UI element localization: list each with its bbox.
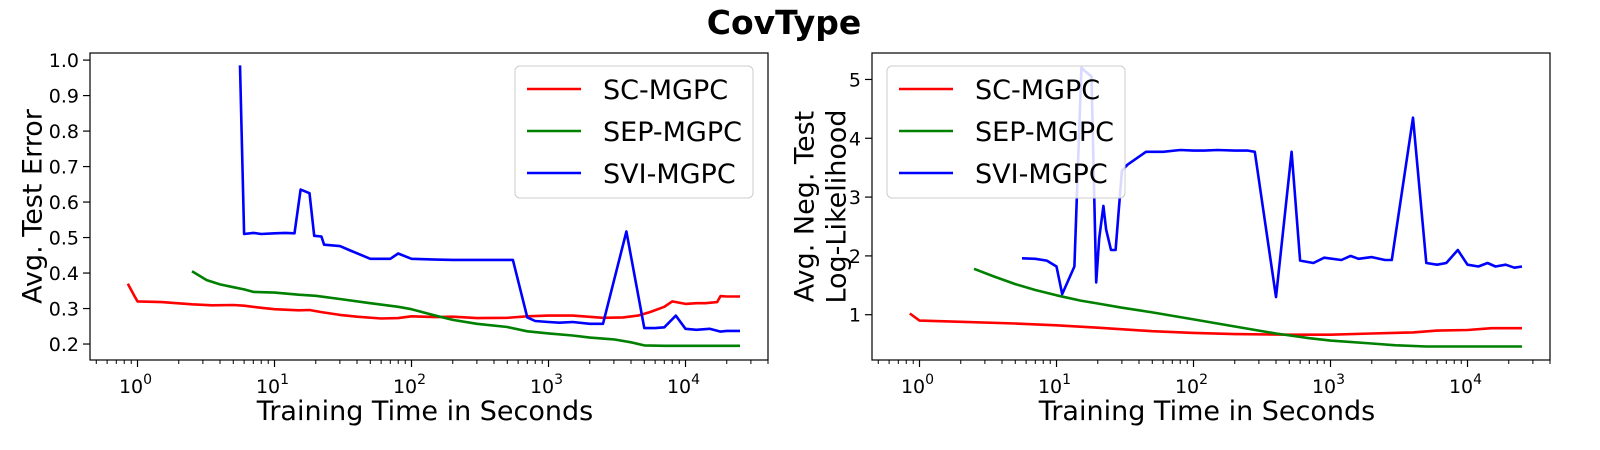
y-tick-label: 1.0 — [49, 50, 79, 72]
y-tick-label: 5 — [849, 69, 861, 91]
series-line-sep-mgpc — [191, 270, 740, 348]
legend-box — [514, 65, 754, 199]
y-axis-label: Log-Likelihood — [822, 109, 853, 303]
x-tick-label: 104 — [1449, 372, 1482, 398]
y-tick-label: 0.5 — [49, 228, 79, 250]
y-tick-label: 0.2 — [49, 334, 79, 356]
x-tick-label: 101 — [256, 372, 289, 398]
legend-label: SVI-MGPC — [975, 159, 1108, 190]
right-chart-panel: 100 101 102 103 104 1 2 3 4 5 Training Time in Sec… — [790, 52, 1551, 427]
y-tick-label: 4 — [849, 128, 861, 150]
plot-frame — [871, 52, 1551, 361]
legend-label: SC-MGPC — [603, 75, 728, 106]
y-tick-label: 0.4 — [49, 263, 79, 285]
x-tick-label: 103 — [530, 372, 563, 398]
legend: SC-MGPC SEP-MGPC SVI-MGPC — [886, 65, 1126, 199]
legend-label: SC-MGPC — [975, 75, 1100, 106]
figure-title: CovType — [707, 3, 862, 42]
y-tick-label: 3 — [849, 187, 861, 209]
series-line-sc-mgpc — [909, 312, 1522, 337]
y-tick-label: 0.8 — [49, 121, 79, 143]
y-tick-label: 1 — [849, 305, 861, 327]
y-axis-label: Avg. Test Error — [18, 108, 49, 304]
x-tick-label: 100 — [119, 372, 152, 398]
y-axis-label: Avg. Neg. Test — [790, 111, 821, 302]
legend-label: SVI-MGPC — [603, 159, 736, 190]
legend-label: SEP-MGPC — [603, 117, 742, 148]
y-tick-label: 0.6 — [49, 192, 79, 214]
x-tick-label: 102 — [393, 372, 426, 398]
legend-box — [886, 65, 1126, 199]
plot-frame — [89, 52, 769, 361]
x-axis-label: Training Time in Seconds — [256, 396, 593, 427]
series-line-sc-mgpc — [126, 283, 740, 320]
series-line-sep-mgpc — [973, 267, 1522, 348]
legend: SC-MGPC SEP-MGPC SVI-MGPC — [514, 65, 754, 199]
y-tick-label: 0.3 — [49, 299, 79, 321]
left-chart-panel: 100 101 102 103 104 0.2 0.3 0.4 0.5 0.6 0.7 0.8 0.9 1… — [18, 50, 769, 427]
x-tick-label: 104 — [667, 372, 700, 398]
legend-label: SEP-MGPC — [975, 117, 1114, 148]
x-tick-label: 101 — [1038, 372, 1071, 398]
y-tick-label: 0.7 — [49, 157, 79, 179]
x-tick-label: 100 — [901, 372, 934, 398]
y-tick-label: 0.9 — [49, 86, 79, 108]
series-line-svi-mgpc — [238, 65, 740, 333]
y-tick-label: 2 — [849, 246, 861, 268]
x-axis-label: Training Time in Seconds — [1038, 396, 1375, 427]
x-tick-label: 102 — [1175, 372, 1208, 398]
x-tick-label: 103 — [1312, 372, 1345, 398]
